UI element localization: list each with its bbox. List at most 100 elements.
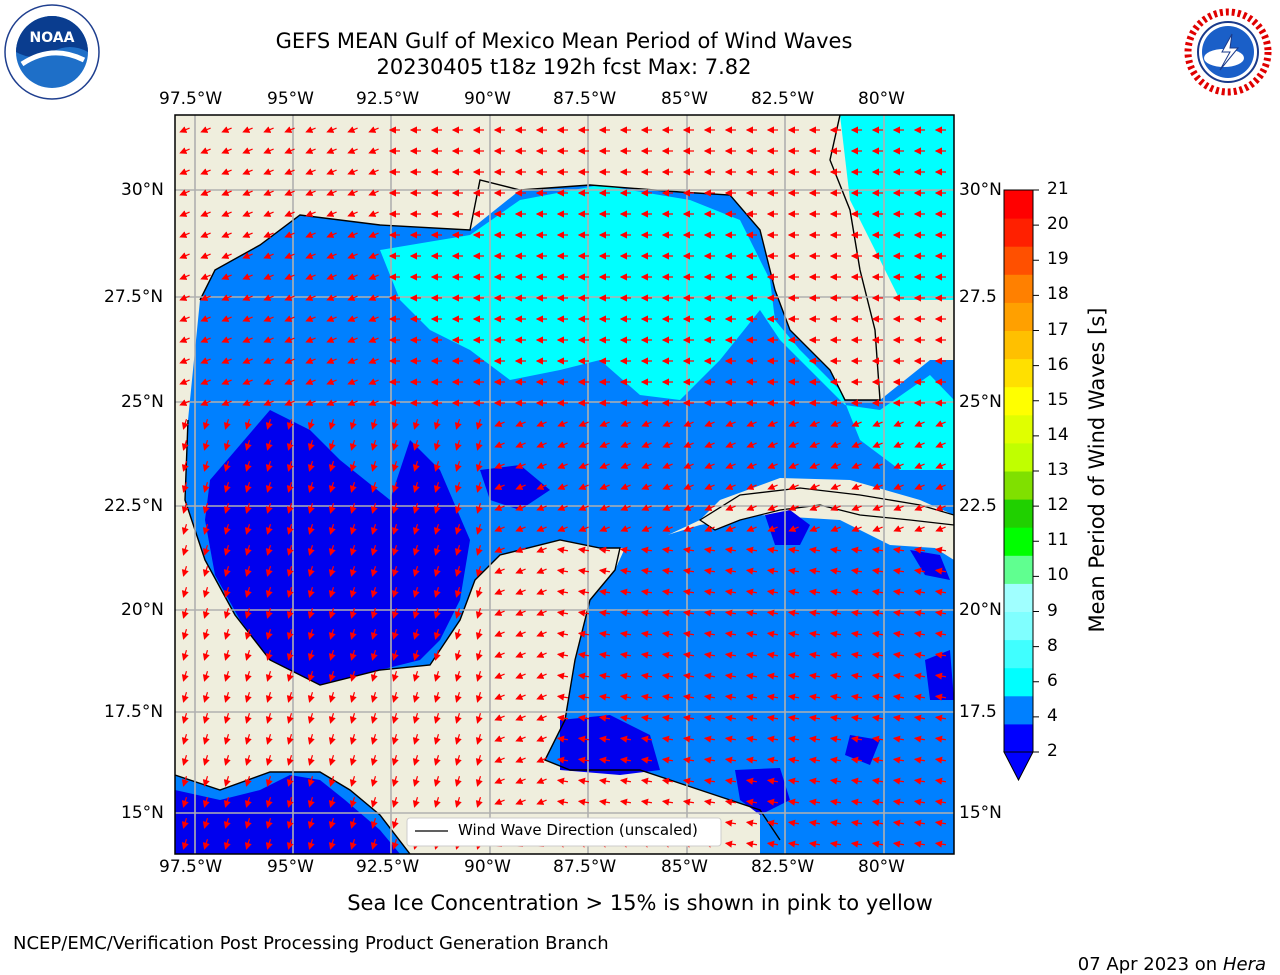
wind-wave-arrow (221, 231, 232, 238)
wind-wave-arrow (515, 420, 526, 427)
wind-wave-arrow (892, 693, 905, 701)
wind-wave-arrow (515, 693, 526, 700)
wind-wave-arrow (200, 315, 211, 322)
wind-wave-arrow (494, 609, 505, 616)
wind-wave-arrow (577, 693, 590, 701)
wind-wave-arrow (349, 545, 357, 556)
wind-wave-arrow (808, 777, 821, 785)
wind-wave-arrow (412, 671, 420, 682)
wind-wave-arrow (286, 440, 294, 451)
wind-wave-arrow (328, 650, 336, 661)
wind-wave-arrow (223, 419, 231, 430)
wind-wave-arrow (788, 483, 799, 490)
wind-wave-arrow (808, 651, 821, 659)
wind-wave-arrow (556, 777, 569, 785)
wind-wave-arrow (370, 608, 378, 619)
wind-wave-arrow (179, 399, 190, 406)
wind-wave-arrow (221, 168, 232, 175)
wind-wave-arrow (640, 735, 653, 743)
wind-wave-arrow (349, 671, 357, 682)
lat-label-left: 15°N (121, 803, 164, 823)
wind-wave-arrow (433, 797, 441, 808)
wind-wave-arrow (391, 839, 399, 850)
wind-wave-arrow (598, 651, 611, 659)
wind-wave-arrow (557, 462, 568, 469)
wind-wave-arrow (179, 126, 190, 133)
wind-wave-arrow (221, 315, 232, 322)
wind-wave-arrow (475, 419, 483, 430)
wind-wave-arrow (433, 587, 441, 598)
wind-wave-arrow (724, 693, 737, 701)
wind-wave-arrow (599, 420, 610, 427)
wind-wave-arrow (370, 524, 378, 535)
wind-wave-arrow (641, 441, 652, 448)
wind-wave-arrow (223, 524, 231, 535)
wind-wave-arrow (265, 650, 273, 661)
wind-wave-arrow (766, 672, 779, 680)
wind-wave-arrow (577, 567, 590, 575)
wind-wave-arrow (809, 420, 820, 427)
wind-wave-arrow (349, 503, 357, 514)
wind-wave-arrow (284, 378, 295, 385)
wind-wave-arrow (370, 692, 378, 703)
wind-wave-arrow (682, 609, 695, 617)
wind-wave-arrow (221, 252, 232, 259)
wind-wave-arrow (391, 713, 399, 724)
wind-wave-arrow (412, 755, 420, 766)
wind-wave-arrow (914, 504, 925, 511)
wind-wave-arrow (454, 566, 462, 577)
wind-wave-arrow (682, 546, 695, 554)
wind-wave-arrow (725, 441, 736, 448)
wind-wave-arrow (328, 734, 336, 745)
lon-label-bottom: 97.5°W (159, 857, 223, 877)
wind-wave-arrow (620, 504, 631, 511)
wind-wave-arrow (661, 672, 674, 680)
wind-wave-arrow (703, 546, 716, 554)
wind-wave-arrow (829, 672, 842, 680)
wind-wave-arrow (704, 504, 715, 511)
wind-wave-arrow (536, 567, 547, 574)
wind-wave-arrow (809, 525, 820, 532)
wind-wave-arrow (682, 588, 695, 596)
wind-wave-arrow (326, 252, 337, 259)
wind-wave-arrow (766, 609, 779, 617)
wind-wave-arrow (265, 608, 273, 619)
wind-wave-arrow (263, 315, 274, 322)
wind-wave-arrow (370, 671, 378, 682)
wind-wave-arrow (515, 483, 526, 490)
wind-wave-arrow (620, 462, 631, 469)
lon-label-bottom: 87.5°W (553, 857, 617, 877)
wind-wave-arrow (913, 651, 926, 659)
wind-wave-arrow (913, 672, 926, 680)
wind-wave-arrow (850, 630, 863, 638)
wind-wave-arrow (914, 441, 925, 448)
wind-wave-arrow (703, 756, 716, 764)
wind-wave-arrow (200, 126, 211, 133)
wind-wave-arrow (349, 776, 357, 787)
wind-wave-arrow (181, 797, 189, 808)
wind-wave-arrow (284, 273, 295, 280)
wind-wave-arrow (577, 588, 590, 596)
wind-wave-arrow (307, 755, 315, 766)
wind-wave-arrow (536, 756, 547, 763)
wind-wave-arrow (263, 147, 274, 154)
wind-wave-arrow (242, 168, 253, 175)
wind-wave-arrow (745, 588, 758, 596)
wind-wave-arrow (326, 126, 337, 133)
wind-wave-arrow (662, 441, 673, 448)
wind-wave-arrow (620, 441, 631, 448)
wind-wave-arrow (349, 713, 357, 724)
wind-wave-arrow (244, 545, 252, 556)
wind-wave-arrow (640, 777, 653, 785)
colorbar-swatch (1004, 639, 1033, 669)
wind-wave-arrow (391, 671, 399, 682)
wind-wave-arrow (221, 378, 232, 385)
colorbar-swatch (1004, 302, 1033, 331)
wind-wave-arrow (179, 294, 190, 301)
wind-wave-arrow (599, 441, 610, 448)
wind-wave-arrow (307, 461, 315, 472)
wind-wave-arrow (368, 378, 379, 385)
wind-wave-arrow (829, 651, 842, 659)
colorbar-swatch (1004, 386, 1033, 416)
wind-wave-arrow (412, 734, 420, 745)
